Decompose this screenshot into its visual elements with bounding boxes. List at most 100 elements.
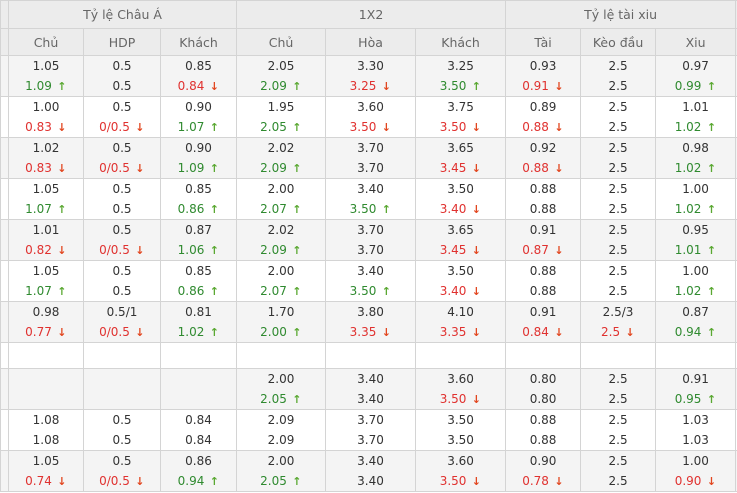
opening-odds: 1.03 (682, 413, 709, 427)
current-odds-value: 1.01 (674, 243, 702, 257)
current-odds: 3.40 ↓ (416, 199, 505, 219)
current-odds: 0.99 ↑ (656, 76, 735, 96)
current-odds: 0.74 ↓ (9, 471, 83, 491)
odds-cell-asian-hdp (83, 342, 161, 369)
odds-cell-ou-over: 0.93 0.91 ↓ (505, 55, 582, 97)
odds-cell-asian-hdp: 0.5 0.5 (83, 260, 161, 302)
opening-odds: 3.60 (447, 454, 474, 468)
current-odds-value: 1.02 (674, 202, 702, 216)
odds-cell-1x2-draw: 3.40 3.50 ↑ (325, 178, 417, 220)
opening-odds: 0.91 (529, 305, 557, 319)
current-odds-value: 0.87 (522, 243, 549, 257)
row-spacer (0, 342, 9, 369)
group-header-row: Tỷ lệ Châu Á 1X2 Tỷ lệ tài xiu (0, 0, 737, 29)
current-odds: 0.82 ↓ (9, 240, 83, 260)
opening-odds: 3.30 (357, 59, 384, 73)
current-odds: 0.88 (506, 430, 580, 450)
current-odds: 0.80 (506, 389, 580, 409)
opening-odds: 0.85 (185, 59, 212, 73)
table-row: 1.05 1.09 ↑ 0.5 0.5 0.85 0.84 ↓ 2.05 2.09 ↑ 3.30 3.2… (0, 55, 737, 97)
odds-cell-asian-away: 0.86 0.94 ↑ (159, 450, 238, 492)
current-odds: 0/0.5 ↓ (84, 322, 160, 342)
current-odds: 1.08 (9, 430, 83, 450)
current-odds-value: 0.5 (112, 284, 132, 298)
arrow-up-icon: ↑ (209, 326, 219, 339)
opening-odds: 2.5 (608, 141, 628, 155)
odds-cell-ou-over: 0.88 0.88 (505, 178, 582, 220)
odds-cell-asian-hdp: 0.5 0.5 (83, 55, 161, 97)
current-odds: 0.5 (84, 281, 160, 301)
opening-odds: 1.00 (32, 100, 60, 114)
current-odds: 0/0.5 ↓ (84, 471, 160, 491)
arrow-down-icon: ↓ (57, 326, 67, 339)
opening-odds: 3.65 (447, 141, 474, 155)
opening-odds: 3.25 (447, 59, 474, 73)
odds-cell-asian-away: 0.85 0.86 ↑ (159, 260, 238, 302)
current-odds-value: 1.02 (177, 325, 205, 339)
current-odds: 1.09 ↑ (9, 76, 83, 96)
table-row: 1.05 0.74 ↓ 0.5 0/0.5 ↓ 0.86 0.94 ↑ 2.00 2.05 ↑ 3.40… (0, 450, 737, 492)
group-1x2: 1X2 (236, 0, 507, 29)
current-odds-value: 0.80 (529, 392, 557, 406)
opening-odds: 3.60 (447, 372, 474, 386)
arrow-up-icon: ↑ (706, 393, 717, 406)
current-odds: 0/0.5 ↓ (84, 117, 160, 137)
current-odds-value: 0.88 (529, 202, 557, 216)
current-odds: 3.45 ↓ (416, 158, 505, 178)
odds-cell-1x2-away: 3.50 3.40 ↓ (415, 260, 507, 302)
current-odds: 0.86 ↑ (161, 199, 236, 219)
current-odds-value: 1.07 (25, 202, 52, 216)
odds-cell-asian-home: 1.02 0.83 ↓ (8, 137, 84, 179)
current-odds: 3.50 ↑ (326, 281, 415, 301)
odds-cell-1x2-away (415, 342, 507, 369)
table-row: 2.00 2.05 ↑ 3.40 3.40 3.60 3.50 ↓ 0.80 0.80 2.5 2.5… (0, 368, 737, 410)
current-odds: 3.40 (326, 471, 415, 491)
odds-cell-ou-under: 0.97 0.99 ↑ (655, 55, 737, 97)
current-odds: 0.83 ↓ (9, 117, 83, 137)
opening-odds: 0.80 (529, 372, 557, 386)
row-spacer (0, 450, 9, 492)
current-odds: 3.50 ↑ (416, 76, 505, 96)
current-odds-value: 1.07 (25, 284, 52, 298)
table-row: 1.00 0.83 ↓ 0.5 0/0.5 ↓ 0.90 1.07 ↑ 1.95 2.05 ↑ 3.60… (0, 96, 737, 138)
current-odds-value: 2.5 (608, 243, 628, 257)
column-header-asian-hdp: HDP (83, 28, 161, 56)
row-spacer (0, 219, 9, 261)
arrow-down-icon: ↓ (471, 285, 482, 298)
current-odds: 1.02 ↑ (656, 199, 735, 219)
odds-cell-ou-over: 0.88 0.88 (505, 260, 582, 302)
current-odds-value: 3.40 (357, 474, 384, 488)
current-odds: 2.5 (581, 76, 655, 96)
current-odds: 1.03 (656, 430, 735, 450)
row-spacer (0, 55, 9, 97)
arrow-up-icon: ↑ (706, 162, 717, 175)
current-odds: 2.09 (237, 430, 325, 450)
arrow-up-icon: ↑ (381, 203, 391, 216)
current-odds-value: 0.91 (522, 79, 549, 93)
current-odds: 2.5 (581, 471, 655, 491)
opening-odds: 1.70 (267, 305, 295, 319)
current-odds-value: 2.5 (608, 433, 628, 447)
opening-odds: 3.40 (357, 454, 384, 468)
opening-odds: 2.5 (608, 223, 628, 237)
current-odds-value: 1.03 (682, 433, 709, 447)
current-odds: 0.78 ↓ (506, 471, 580, 491)
odds-cell-asian-home: 1.01 0.82 ↓ (8, 219, 84, 261)
odds-cell-ou-under: 1.00 1.02 ↑ (655, 178, 737, 220)
current-odds: 0.88 (506, 281, 580, 301)
odds-cell-asian-home (8, 342, 84, 369)
current-odds: 3.70 (326, 430, 415, 450)
current-odds-value: 0.88 (522, 120, 549, 134)
opening-odds (84, 369, 160, 389)
current-odds: 3.25 ↓ (326, 76, 415, 96)
header-spacer (0, 28, 9, 56)
opening-odds: 0.88 (529, 182, 557, 196)
arrow-up-icon: ↑ (209, 244, 219, 257)
opening-odds: 0.85 (185, 264, 212, 278)
odds-cell-asian-home: 1.05 1.07 ↑ (8, 178, 84, 220)
current-odds: 3.35 ↓ (326, 322, 415, 342)
odds-cell-asian-hdp: 0.5 0.5 (83, 409, 161, 451)
current-odds: 0.88 ↓ (506, 117, 580, 137)
arrow-down-icon: ↓ (209, 80, 219, 93)
column-header-1x2-draw: Hòa (325, 28, 417, 56)
